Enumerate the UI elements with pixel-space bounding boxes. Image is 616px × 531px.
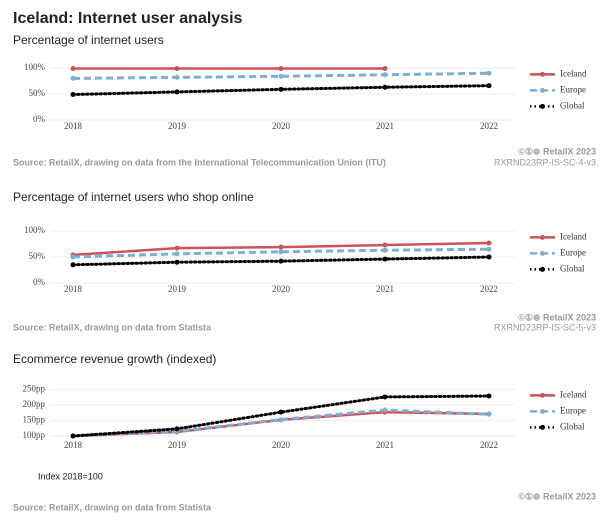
point — [174, 66, 180, 72]
point — [382, 247, 388, 253]
legend-label: Global — [560, 100, 585, 110]
point — [486, 240, 492, 246]
y-tick-label: 0% — [33, 277, 46, 287]
point — [486, 83, 492, 89]
y-tick-label: 50% — [29, 88, 46, 98]
chart-subtitle: Percentage of internet users — [13, 33, 164, 47]
x-tick-label: 2020 — [272, 121, 291, 131]
point — [174, 89, 180, 95]
point — [278, 66, 284, 72]
series-line — [72, 408, 490, 438]
x-tick-label: 2021 — [376, 121, 394, 131]
credit: ©①⊜ RetailX 2023 — [518, 312, 596, 322]
x-tick-label: 2018 — [64, 121, 83, 131]
code: RXRND23RP-IS-SC-5-v3 — [494, 322, 596, 332]
y-tick-label: 100pp — [23, 430, 46, 440]
point — [278, 86, 284, 92]
x-tick-label: 2022 — [480, 440, 498, 450]
point — [174, 251, 180, 257]
legend-label: Iceland — [560, 68, 587, 78]
legend-dot — [540, 250, 545, 256]
credit: ©①⊜ RetailX 2023 — [518, 146, 596, 156]
legend-label: Global — [560, 421, 585, 431]
y-tick-label: 150pp — [23, 415, 46, 425]
legend-label: Europe — [560, 405, 586, 415]
legend-label: Iceland — [560, 389, 587, 399]
source: Source: RetailX, drawing on data from St… — [13, 322, 212, 332]
point — [70, 433, 76, 439]
point — [174, 259, 180, 265]
x-tick-label: 2020 — [272, 440, 291, 450]
x-tick-label: 2021 — [376, 284, 394, 294]
source: Source: RetailX, drawing on data from th… — [13, 157, 386, 167]
point — [486, 411, 492, 417]
x-tick-label: 2020 — [272, 284, 291, 294]
page-title: Iceland: Internet user analysis — [13, 10, 243, 27]
x-tick-label: 2018 — [64, 284, 83, 294]
y-tick-label: 50% — [29, 251, 46, 261]
y-tick-label: 200pp — [23, 399, 46, 409]
point — [70, 75, 76, 81]
point — [486, 254, 492, 260]
chart-subtitle: Ecommerce revenue growth (indexed) — [13, 352, 216, 366]
legend-dot — [540, 392, 545, 398]
point — [278, 417, 284, 423]
source: Source: RetailX, drawing on data from St… — [13, 502, 212, 512]
chart-subtitle: Percentage of internet users who shop on… — [13, 190, 254, 204]
legend-label: Iceland — [560, 231, 587, 241]
y-tick-label: 0% — [33, 114, 46, 124]
series-line — [72, 247, 490, 259]
x-tick-label: 2021 — [376, 440, 394, 450]
legend-dot — [540, 266, 545, 272]
point — [70, 66, 76, 72]
point — [174, 74, 180, 80]
x-tick-label: 2022 — [480, 284, 498, 294]
point — [486, 393, 492, 399]
credit: ©①⊜ RetailX 2023 — [518, 491, 596, 501]
point — [70, 254, 76, 260]
point — [278, 244, 284, 250]
x-tick-label: 2018 — [64, 440, 83, 450]
x-tick-label: 2019 — [168, 284, 187, 294]
series-line — [72, 71, 490, 80]
y-tick-label: 250pp — [23, 384, 46, 394]
x-tick-label: 2019 — [168, 440, 187, 450]
point — [382, 242, 388, 248]
point — [382, 407, 388, 413]
point — [174, 426, 180, 432]
legend-dot — [540, 234, 545, 240]
legend-dot — [540, 408, 545, 414]
point — [486, 246, 492, 252]
point — [278, 258, 284, 264]
legend-label: Europe — [560, 247, 586, 257]
code: RXRND23RP-IS-SC-4-v3 — [494, 157, 596, 167]
series-line — [71, 394, 491, 438]
point — [382, 72, 388, 78]
point — [70, 92, 76, 98]
point — [278, 249, 284, 255]
legend-label: Europe — [560, 84, 586, 94]
point — [382, 84, 388, 90]
legend-dot — [540, 71, 545, 77]
legend-dot — [540, 103, 545, 109]
note: Index 2018=100 — [38, 471, 103, 481]
point — [486, 70, 492, 76]
y-tick-label: 100% — [24, 62, 46, 72]
point — [278, 409, 284, 415]
legend-dot — [540, 424, 545, 430]
point — [382, 256, 388, 262]
legend-dot — [540, 87, 545, 93]
x-tick-label: 2019 — [168, 121, 187, 131]
y-tick-label: 100% — [24, 225, 46, 235]
point — [70, 262, 76, 268]
point — [278, 73, 284, 79]
x-tick-label: 2022 — [480, 121, 498, 131]
point — [382, 394, 388, 400]
point — [174, 245, 180, 251]
point — [382, 66, 388, 72]
legend-label: Global — [560, 263, 585, 273]
